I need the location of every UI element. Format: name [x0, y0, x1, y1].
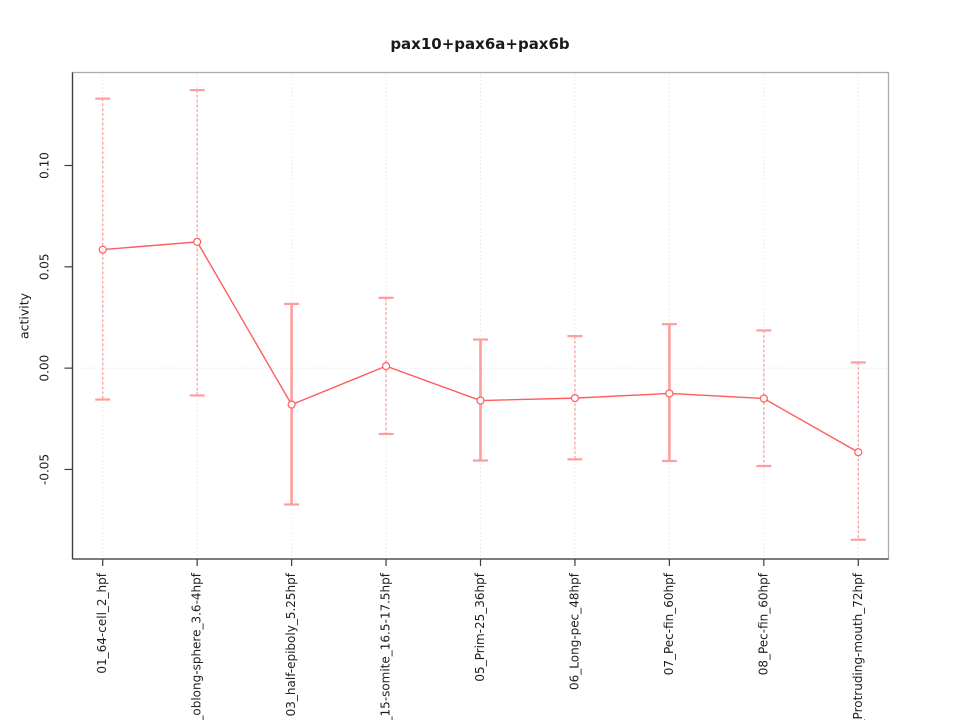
x-tick-label: 03_half-epiboly_5.25hpf: [284, 572, 298, 716]
data-point: [476, 396, 485, 405]
x-tick-label: 05_Prim-25_36hpf: [473, 572, 487, 681]
x-tick-label: 04_15-somite_16.5-17.5hpf: [379, 572, 393, 720]
y-tick-label: 0.05: [38, 253, 52, 280]
y-tick-label: 0.00: [38, 355, 52, 382]
data-point: [570, 394, 580, 403]
data-point: [98, 245, 107, 254]
data-point: [854, 448, 863, 457]
data-point: [381, 362, 391, 371]
x-tick-label: 08_Pec-fin_60hpf: [756, 572, 770, 675]
y-tick-label: 0.10: [38, 152, 52, 179]
x-tick-label: 09_Protruding-mouth_72hpf: [851, 572, 865, 720]
data-point: [759, 394, 768, 403]
data-point: [193, 237, 202, 246]
x-tick-label: 06_Long-pec_48hpf: [567, 572, 581, 690]
data-point: [287, 400, 296, 409]
data-point: [665, 389, 674, 398]
x-tick-label: 02_oblong-sphere_3.6-4hpf: [190, 572, 204, 720]
chart-title: pax10+pax6a+pax6b: [390, 35, 570, 53]
x-tick-label: 07_Pec-fin_60hpf: [662, 572, 676, 675]
y-tick-label: -0.05: [38, 454, 52, 485]
x-tick-label: 01_64-cell_2_hpf: [95, 572, 109, 673]
